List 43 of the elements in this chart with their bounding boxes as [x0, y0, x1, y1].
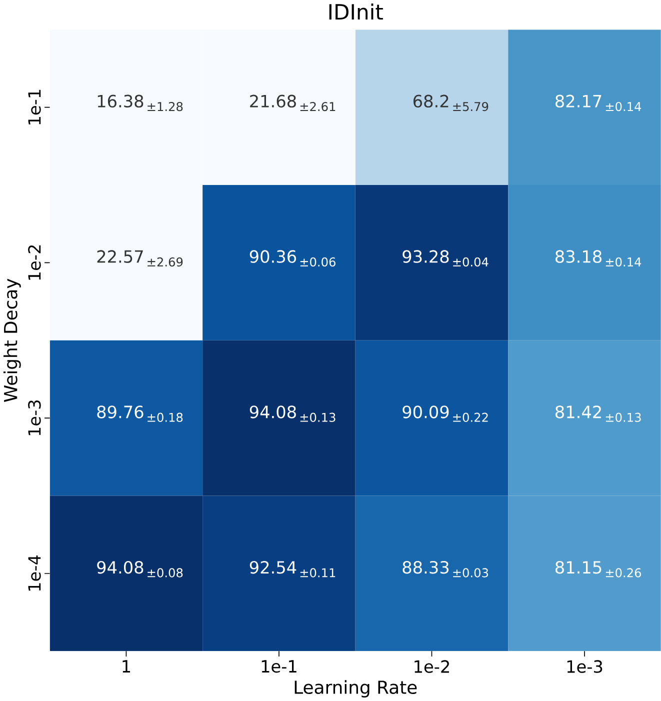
annotation: ±0.18	[148, 412, 183, 422]
annotation: ±1.28	[148, 102, 183, 112]
data-label: 68.2	[414, 94, 448, 108]
data-label: 92.54	[250, 560, 296, 574]
annotation: ±0.22	[453, 412, 488, 422]
y-tick-label: 1e-2	[28, 245, 41, 280]
annotation: ±0.13	[606, 412, 641, 422]
data-label: 16.38	[98, 94, 144, 108]
annotation: ±5.79	[453, 102, 488, 112]
annotation: ±0.26	[606, 568, 642, 578]
y-tick-label: 1e-3	[28, 400, 41, 436]
data-label: 81.42	[556, 406, 601, 418]
annotation: ±0.06	[300, 257, 336, 267]
data-label: 21.68	[250, 94, 296, 108]
y-tick-label: 1e-4	[28, 555, 41, 591]
x-tick-label: 1e-2	[414, 660, 450, 673]
data-label: 81.15	[556, 560, 602, 574]
annotation: ±0.03	[453, 568, 488, 578]
chart-title: IDInit	[329, 4, 383, 20]
annotation: ±0.08	[148, 568, 183, 578]
annotation: ±0.11	[300, 568, 336, 578]
data-label: 93.28	[402, 250, 449, 263]
data-label: 83.18	[556, 250, 602, 263]
data-label: 89.76	[97, 406, 144, 418]
x-tick-label: 1	[122, 660, 130, 672]
data-label: 90.36	[250, 250, 296, 263]
x-axis-title: Learning Rate	[294, 680, 417, 698]
annotation: ±0.13	[300, 412, 336, 422]
x-tick-label: 1e-3	[567, 660, 602, 673]
annotation: ±0.14	[606, 257, 642, 267]
y-axis-title: Weight Decay	[4, 278, 21, 402]
annotation: ±0.14	[606, 102, 642, 112]
annotation: ±2.61	[300, 102, 336, 112]
y-tick-label: 1e-1	[28, 90, 41, 124]
annotation: ±0.04	[453, 257, 488, 267]
data-label: 22.57	[97, 250, 143, 263]
data-label: 94.08	[250, 406, 296, 418]
data-label: 82.17	[556, 94, 602, 108]
data-label: 94.08	[97, 560, 144, 574]
data-label: 88.33	[402, 560, 449, 574]
annotation: ±2.69	[148, 257, 183, 267]
data-label: 90.09	[402, 406, 449, 418]
x-tick-label: 1e-1	[262, 660, 296, 673]
